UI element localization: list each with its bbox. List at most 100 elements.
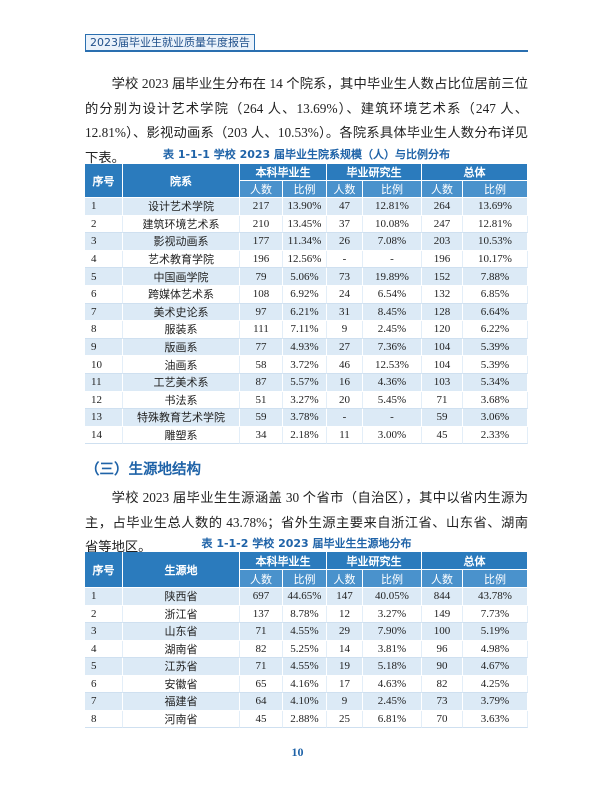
- table-cell: 浙江省: [123, 605, 240, 623]
- table-cell: 7.90%: [363, 623, 422, 641]
- table-cell: 5.39%: [463, 338, 528, 357]
- column-header: 序号: [85, 164, 123, 198]
- table-cell: 油画系: [123, 356, 240, 374]
- table-cell: 6.21%: [283, 303, 327, 322]
- sub-header: 人数: [327, 570, 363, 588]
- table-cell: 4.67%: [463, 658, 528, 676]
- table-cell: 137: [240, 605, 283, 623]
- table-cell: 2.45%: [363, 321, 422, 339]
- paragraph: 学校 2023 届毕业生生源涵盖 30 个省市（自治区），其中以省内生源为主，占…: [85, 490, 528, 554]
- table-cell: 111: [240, 321, 283, 339]
- table-cell: 149: [422, 605, 463, 623]
- table-cell: 3.68%: [463, 391, 528, 410]
- table-caption: 表 1-1-2 学校 2023 届毕业生生源地分布: [201, 537, 412, 550]
- table-cell: 37: [327, 215, 363, 234]
- table-cell: 7.11%: [283, 321, 327, 339]
- table-cell: 9: [85, 338, 123, 357]
- table-cell: 2.33%: [463, 426, 528, 445]
- table-cell: 6.85%: [463, 286, 528, 304]
- table-cell: 13.45%: [283, 215, 327, 234]
- table-cell: 6: [85, 675, 123, 693]
- table-cell: 11: [327, 426, 363, 445]
- table-cell: 3.27%: [363, 605, 422, 623]
- table-cell: 2.45%: [363, 693, 422, 711]
- table-cell: 1: [85, 588, 123, 606]
- group-header: 总体: [422, 164, 528, 181]
- running-header: 2023届毕业生就业质量年度报告: [85, 34, 255, 51]
- table-cell: 12.53%: [363, 356, 422, 374]
- table-cell: 2.18%: [283, 426, 327, 445]
- table-cell: 7: [85, 693, 123, 711]
- table-cell: 4.55%: [283, 658, 327, 676]
- table-cell: 10.08%: [363, 215, 422, 234]
- table-cell: 108: [240, 286, 283, 304]
- table-cell: -: [327, 250, 363, 269]
- table-cell: 4: [85, 640, 123, 658]
- table-cell: 设计艺术学院: [123, 198, 240, 216]
- table-cell: 5.18%: [363, 658, 422, 676]
- table-cell: 美术史论系: [123, 303, 240, 322]
- table-cell: 7.88%: [463, 268, 528, 286]
- table-cell: 14: [85, 426, 123, 445]
- table-cell: 6: [85, 286, 123, 304]
- table-cell: 3.63%: [463, 710, 528, 728]
- table-cell: 51: [240, 391, 283, 410]
- sub-header: 比例: [463, 181, 528, 198]
- table-cell: 河南省: [123, 710, 240, 728]
- table-cell: -: [363, 250, 422, 269]
- table-cell: 13: [85, 409, 123, 427]
- table-cell: 4.55%: [283, 623, 327, 641]
- table-cell: 120: [422, 321, 463, 339]
- table-cell: -: [327, 409, 363, 427]
- page-number: 10: [291, 745, 304, 759]
- table-cell: 3.00%: [363, 426, 422, 445]
- table: 序号 生源地 本科毕业生 毕业研究生 总体 人数 比例 人数 比例 人数 比例 1 陕西省 697 44.6…: [85, 552, 528, 728]
- table-cell: 210: [240, 215, 283, 234]
- group-header: 毕业研究生: [327, 552, 422, 570]
- table-cell: 43.78%: [463, 588, 528, 606]
- table-cell: 3.81%: [363, 640, 422, 658]
- table-cell: 湖南省: [123, 640, 240, 658]
- table-cell: 8.78%: [283, 605, 327, 623]
- paragraph: 学校 2023 届毕业生分布在 14 个院系，其中毕业生人数占比位居前三位的分别…: [85, 76, 528, 165]
- table-cell: 福建省: [123, 693, 240, 711]
- table-cell: 跨媒体艺术系: [123, 286, 240, 304]
- table-cell: 3.06%: [463, 409, 528, 427]
- table-cell: 14: [327, 640, 363, 658]
- table-cell: 100: [422, 623, 463, 641]
- table-cell: 46: [327, 356, 363, 374]
- table-cell: 7: [85, 303, 123, 322]
- table-cell: 73: [422, 693, 463, 711]
- sub-header: 人数: [240, 181, 283, 198]
- table-cell: 4.98%: [463, 640, 528, 658]
- column-header: 生源地: [123, 552, 240, 588]
- table-cell: 7.08%: [363, 233, 422, 251]
- table-cell: 艺术教育学院: [123, 250, 240, 269]
- group-header: 本科毕业生: [240, 552, 327, 570]
- table-cell: 697: [240, 588, 283, 606]
- table-cell: 19.89%: [363, 268, 422, 286]
- table-cell: 6.81%: [363, 710, 422, 728]
- table-cell: 4.10%: [283, 693, 327, 711]
- table-cell: 203: [422, 233, 463, 251]
- table-cell: 8.45%: [363, 303, 422, 322]
- table-cell: 6.64%: [463, 303, 528, 322]
- table-cell: 58: [240, 356, 283, 374]
- table-cell: 77: [240, 338, 283, 357]
- sub-header: 比例: [363, 181, 422, 198]
- table-cell: 25: [327, 710, 363, 728]
- table-cell: 34: [240, 426, 283, 445]
- table-cell: 79: [240, 268, 283, 286]
- table-cell: 12.81%: [363, 198, 422, 216]
- column-header: 序号: [85, 552, 123, 588]
- table-cell: 27: [327, 338, 363, 357]
- table-cell: 31: [327, 303, 363, 322]
- table-cell: 71: [240, 623, 283, 641]
- table-cell: 5: [85, 268, 123, 286]
- table-cell: 10.53%: [463, 233, 528, 251]
- table-cell: 12.81%: [463, 215, 528, 234]
- table-cell: 11.34%: [283, 233, 327, 251]
- table-cell: 59: [422, 409, 463, 427]
- table-cell: 陕西省: [123, 588, 240, 606]
- table-cell: 71: [240, 658, 283, 676]
